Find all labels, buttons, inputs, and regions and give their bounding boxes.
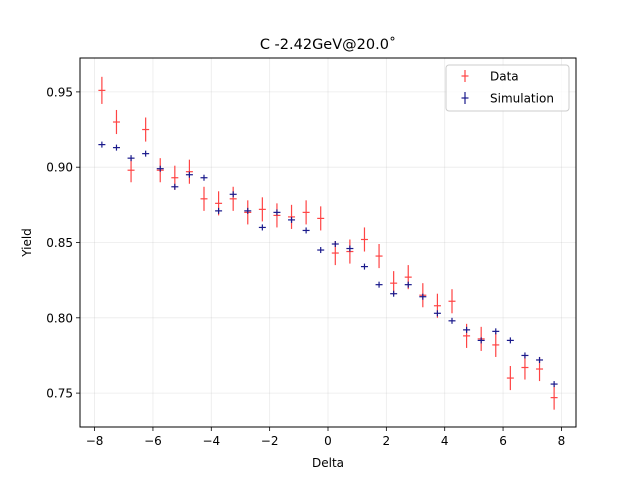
- x-tick-label: −2: [261, 434, 279, 448]
- simulation-point: [404, 281, 412, 288]
- series-data: [98, 76, 558, 410]
- legend-box: [445, 64, 570, 112]
- simulation-point: [171, 183, 179, 190]
- simulation-point: [506, 337, 514, 344]
- x-tick-label: 8: [558, 434, 566, 448]
- data-point: [375, 244, 383, 269]
- grid: [80, 58, 576, 427]
- x-tick-label: 2: [383, 434, 391, 448]
- x-tick-label: 6: [499, 434, 507, 448]
- y-tick-label: 0.95: [46, 85, 73, 99]
- data-point: [521, 355, 529, 380]
- simulation-point: [229, 191, 237, 198]
- simulation-point: [419, 293, 427, 300]
- simulation-point: [360, 263, 368, 270]
- data-point: [448, 289, 456, 314]
- simulation-point: [448, 317, 456, 324]
- simulation-point: [127, 155, 135, 162]
- legend-label-data: Data: [490, 70, 519, 84]
- axes: −8 −6 −4 −2 0 2 4 6 8 0.75 0.80 0.85 0.90 0.95: [46, 85, 565, 448]
- y-tick-label: 0.90: [46, 161, 73, 175]
- x-tick-label: −6: [144, 434, 162, 448]
- data-point: [317, 206, 325, 231]
- data-point: [200, 186, 208, 211]
- data-point: [142, 117, 150, 142]
- data-point: [229, 186, 237, 211]
- data-point: [98, 76, 106, 104]
- simulation-point: [433, 310, 441, 317]
- simulation-point: [390, 290, 398, 297]
- legend: Data Simulation: [445, 64, 570, 112]
- y-axis-label: Yield: [20, 228, 34, 258]
- simulation-point: [258, 224, 266, 231]
- simulation-point: [185, 171, 193, 178]
- simulation-point: [492, 328, 500, 335]
- legend-marker-simulation: [461, 92, 469, 104]
- data-point: [360, 227, 368, 252]
- simulation-point: [288, 216, 296, 223]
- y-tick-label: 0.85: [46, 236, 73, 250]
- simulation-point: [112, 144, 120, 151]
- simulation-point: [463, 326, 471, 333]
- simulation-point: [550, 381, 558, 388]
- data-point: [258, 197, 266, 222]
- simulation-point: [375, 281, 383, 288]
- data-point: [492, 332, 500, 357]
- simulation-point: [142, 150, 150, 157]
- simulation-point: [317, 247, 325, 254]
- x-tick-label: 4: [441, 434, 449, 448]
- x-tick-label: 0: [324, 434, 332, 448]
- simulation-point: [215, 207, 223, 214]
- x-tick-label: −8: [86, 434, 104, 448]
- simulation-point: [244, 207, 252, 214]
- data-point: [302, 200, 310, 225]
- legend-label-simulation: Simulation: [490, 92, 554, 106]
- simulation-point: [200, 174, 208, 181]
- data-point: [127, 158, 135, 183]
- data-point: [506, 366, 514, 391]
- simulation-point: [156, 165, 164, 172]
- data-point: [550, 385, 558, 410]
- simulation-point: [331, 240, 339, 248]
- simulation-point: [273, 209, 281, 216]
- y-tick-label: 0.80: [46, 311, 73, 325]
- y-tick-label: 0.75: [46, 387, 73, 401]
- simulation-point: [536, 356, 544, 363]
- plot-series: [98, 76, 558, 410]
- x-axis-label: Delta: [312, 456, 344, 470]
- x-tick-label: −4: [202, 434, 220, 448]
- series-simulation: [98, 141, 558, 388]
- data-point: [112, 109, 120, 135]
- simulation-point: [98, 141, 106, 148]
- simulation-point: [346, 245, 354, 252]
- legend-marker-data: [461, 70, 469, 82]
- simulation-point: [477, 337, 485, 344]
- simulation-point: [302, 227, 310, 234]
- chart-title: C -2.42GeV@20.0˚: [260, 36, 396, 53]
- simulation-point: [521, 352, 529, 359]
